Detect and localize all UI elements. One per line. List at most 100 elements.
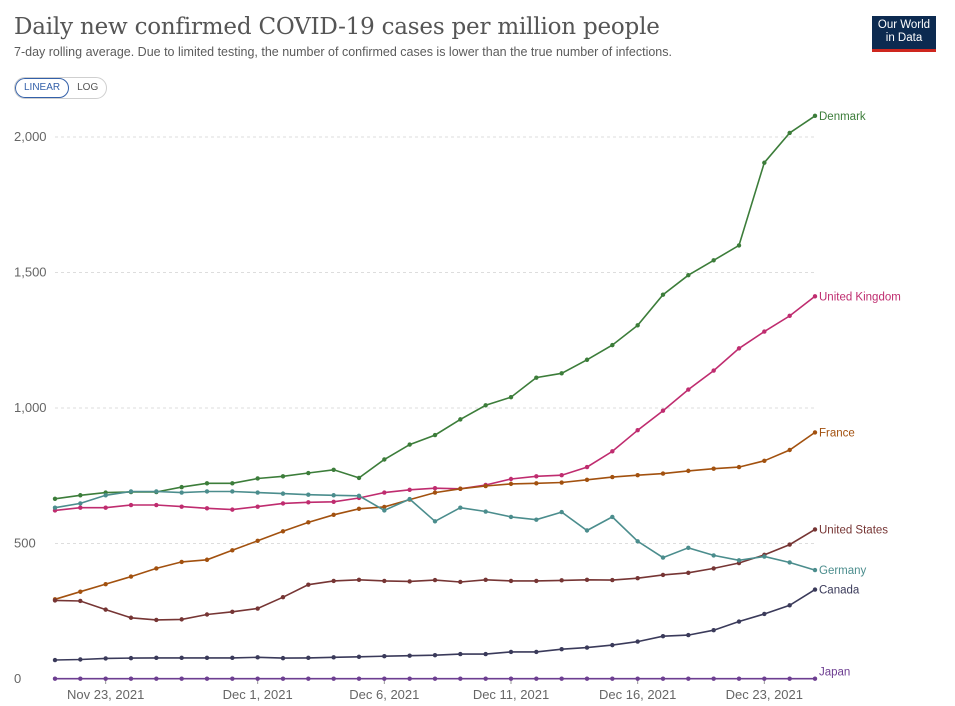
data-point-france[interactable] [660,471,666,476]
data-point-united-states[interactable] [382,578,387,584]
data-point-germany[interactable] [736,558,742,563]
data-point-japan[interactable] [711,676,716,681]
series-france[interactable] [52,430,818,602]
data-point-united-kingdom[interactable] [331,499,336,504]
data-point-united-kingdom[interactable] [584,464,590,470]
data-point-france[interactable] [356,506,362,512]
data-point-germany[interactable] [812,567,818,573]
data-point-united-states[interactable] [103,607,108,612]
data-point-united-kingdom[interactable] [179,504,184,509]
data-point-japan[interactable] [255,676,260,681]
data-point-united-kingdom[interactable] [128,502,134,508]
data-point-japan[interactable] [559,676,564,681]
data-point-germany[interactable] [787,560,792,565]
data-point-united-states[interactable] [584,577,590,583]
data-point-denmark[interactable] [255,476,260,481]
data-point-france[interactable] [458,486,463,491]
data-point-canada[interactable] [711,628,716,633]
data-point-united-states[interactable] [559,578,564,583]
data-point-denmark[interactable] [78,493,83,498]
data-point-united-states[interactable] [610,577,615,583]
data-point-denmark[interactable] [812,113,818,119]
data-point-canada[interactable] [255,655,260,660]
data-point-japan[interactable] [230,676,235,681]
data-point-france[interactable] [762,458,767,464]
data-point-united-states[interactable] [52,598,58,603]
data-point-germany[interactable] [559,509,564,515]
data-point-canada[interactable] [787,603,792,608]
data-point-united-kingdom[interactable] [711,368,716,373]
series-united-kingdom[interactable] [52,294,818,513]
data-point-france[interactable] [534,481,539,486]
data-point-canada[interactable] [458,651,463,657]
data-point-denmark[interactable] [736,243,742,248]
data-point-canada[interactable] [508,649,514,655]
data-point-united-kingdom[interactable] [660,408,666,413]
data-point-united-states[interactable] [508,578,514,584]
data-point-france[interactable] [331,512,336,517]
data-point-germany[interactable] [711,553,716,558]
data-point-germany[interactable] [230,489,235,494]
data-point-united-states[interactable] [331,578,336,584]
series-line-germany[interactable] [54,490,816,571]
data-point-united-kingdom[interactable] [508,476,514,482]
data-point-japan[interactable] [534,676,539,681]
log-scale-button[interactable]: LOG [77,82,99,93]
data-point-united-kingdom[interactable] [812,294,818,299]
series-germany[interactable] [52,489,818,573]
data-point-japan[interactable] [458,676,463,681]
series-label-united-kingdom[interactable]: United Kingdom [819,291,901,303]
data-point-united-kingdom[interactable] [559,473,564,478]
data-point-japan[interactable] [508,676,514,681]
data-point-united-kingdom[interactable] [432,486,438,491]
data-point-japan[interactable] [382,676,387,681]
data-point-united-kingdom[interactable] [230,507,235,512]
data-point-france[interactable] [635,473,640,478]
series-line-denmark[interactable] [54,115,816,500]
data-point-united-kingdom[interactable] [762,329,767,334]
data-point-united-kingdom[interactable] [382,490,387,495]
data-point-france[interactable] [280,529,286,534]
data-point-germany[interactable] [660,555,666,560]
data-point-canada[interactable] [78,657,83,662]
data-point-germany[interactable] [508,514,514,520]
series-label-canada[interactable]: Canada [819,585,860,597]
data-point-denmark[interactable] [584,357,590,362]
data-point-denmark[interactable] [610,342,615,348]
data-point-denmark[interactable] [711,258,716,263]
data-point-canada[interactable] [356,654,362,659]
data-point-germany[interactable] [356,493,362,499]
data-point-united-kingdom[interactable] [736,346,742,351]
data-point-denmark[interactable] [230,481,235,486]
data-point-france[interactable] [306,520,311,525]
data-point-germany[interactable] [458,505,463,510]
data-point-france[interactable] [382,504,387,510]
series-label-united-states[interactable]: United States [819,524,888,536]
data-point-france[interactable] [255,538,260,543]
data-point-united-states[interactable] [78,598,83,604]
data-point-japan[interactable] [762,676,767,681]
data-point-japan[interactable] [331,676,336,681]
data-point-denmark[interactable] [762,160,767,165]
data-point-united-states[interactable] [179,617,184,622]
data-point-united-states[interactable] [204,612,210,617]
data-point-germany[interactable] [635,539,640,544]
data-point-france[interactable] [154,566,159,571]
data-point-denmark[interactable] [306,470,311,476]
data-point-france[interactable] [736,464,742,470]
data-point-united-kingdom[interactable] [787,313,792,319]
data-point-germany[interactable] [382,508,387,513]
data-point-france[interactable] [179,559,184,565]
data-point-france[interactable] [483,483,488,489]
series-label-france[interactable]: France [819,427,855,439]
data-point-united-states[interactable] [255,606,260,611]
data-point-germany[interactable] [52,505,58,510]
data-point-france[interactable] [432,490,438,495]
data-point-denmark[interactable] [508,394,514,400]
data-point-united-states[interactable] [787,542,792,547]
data-point-japan[interactable] [635,676,640,681]
series-japan[interactable] [52,676,818,681]
data-point-canada[interactable] [736,619,742,624]
data-point-united-kingdom[interactable] [306,500,311,505]
data-point-united-kingdom[interactable] [407,487,412,493]
